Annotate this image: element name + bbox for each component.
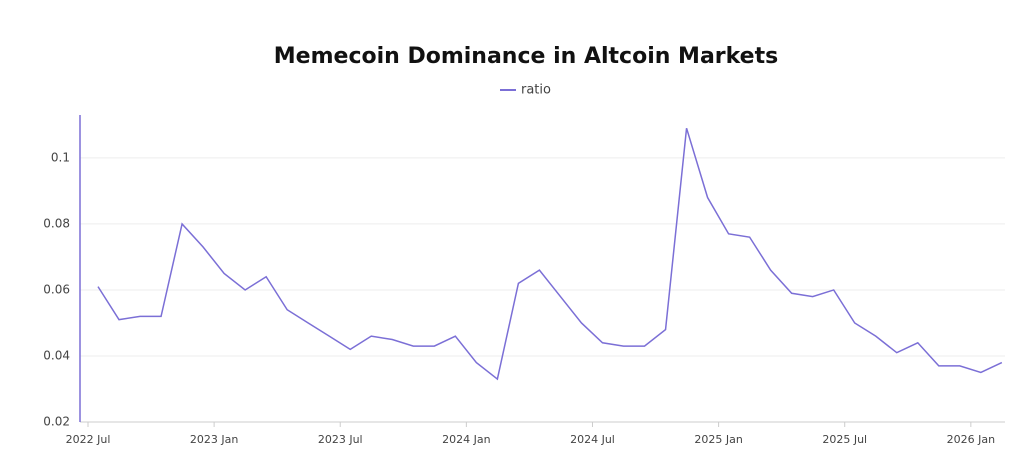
x-tick-label: 2024 Jul: [570, 433, 615, 446]
y-tick-label: 0.06: [43, 282, 70, 296]
x-tick-label: 2023 Jul: [318, 433, 363, 446]
y-tick-label: 0.04: [43, 348, 70, 362]
y-tick-label: 0.1: [51, 150, 70, 164]
y-tick-label: 0.02: [43, 415, 70, 429]
x-tick-label: 2022 Jul: [66, 433, 111, 446]
x-tick-label: 2025 Jan: [694, 433, 742, 446]
y-tick-label: 0.08: [43, 216, 70, 230]
legend-label: ratio: [521, 83, 551, 98]
x-tick-label: 2025 Jul: [822, 433, 867, 446]
x-tick-label: 2026 Jan: [947, 433, 995, 446]
data-line: [97, 127, 1003, 381]
x-tick-label: 2024 Jan: [442, 433, 490, 446]
x-tick-label: 2023 Jan: [190, 433, 238, 446]
chart-title: Memecoin Dominance in Altcoin Markets: [274, 44, 778, 69]
